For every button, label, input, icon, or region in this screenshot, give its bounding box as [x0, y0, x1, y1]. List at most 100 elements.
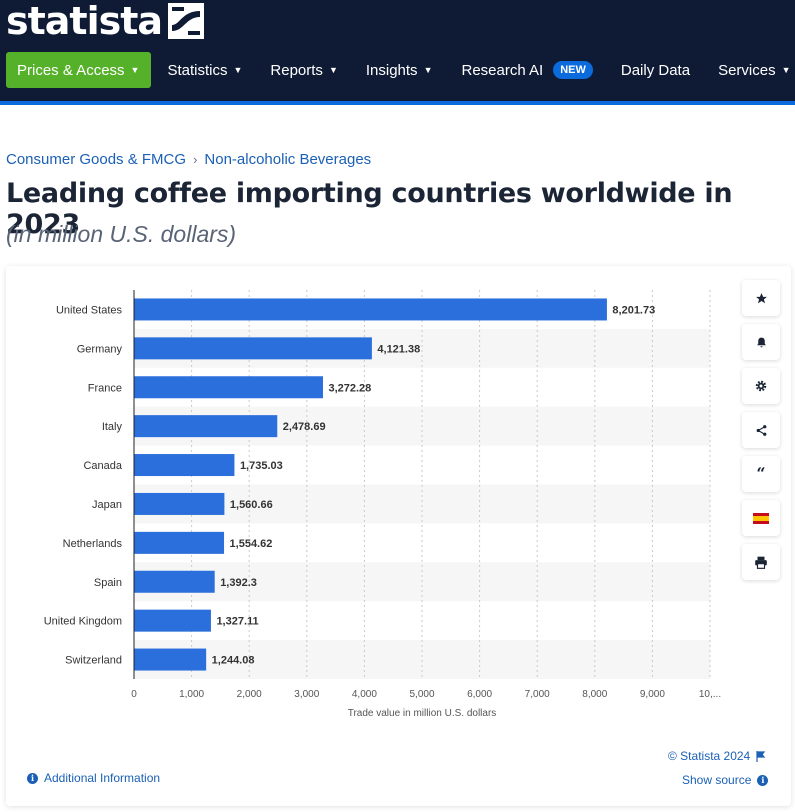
category-label: Italy [102, 421, 123, 433]
x-tick-label: 5,000 [409, 689, 434, 700]
share-icon [756, 424, 766, 436]
breadcrumb-link-non-alcoholic[interactable]: Non-alcoholic Beverages [204, 151, 372, 168]
data-label: 1,735.03 [240, 460, 283, 472]
star-icon [755, 292, 767, 303]
nav-item-research-ai[interactable]: Research AI NEW [461, 52, 593, 88]
data-label: 4,121.38 [377, 343, 420, 355]
nav-item-statistics[interactable]: Statistics ▼ [167, 52, 242, 88]
print-icon [755, 556, 767, 569]
category-label: Japan [92, 499, 122, 511]
info-icon: i [27, 772, 38, 784]
top-navigation-bar: statista Prices & Access ▼ Statistics ▼ … [0, 0, 795, 105]
bar [134, 609, 211, 632]
bar [134, 337, 372, 360]
chevron-down-icon: ▼ [423, 65, 433, 75]
nav-item-label: Statistics [167, 61, 228, 79]
logo-wordmark: statista [6, 0, 163, 43]
nav-item-label: Daily Data [620, 61, 691, 79]
bar-chart: United States 8,201.73 Germany 4,121.38 Fran… [44, 290, 721, 719]
x-tick-label: 2,000 [237, 689, 262, 700]
notification-button[interactable] [742, 324, 780, 360]
main-nav: Prices & Access ▼ Statistics ▼ Reports ▼… [6, 52, 791, 88]
category-label: Germany [77, 343, 123, 355]
data-label: 3,272.28 [328, 382, 371, 394]
nav-item-label: Insights [365, 61, 418, 79]
chart-card: United States 8,201.73 Germany 4,121.38 Fran… [6, 266, 791, 806]
x-axis-title: Trade value in million U.S. dollars [348, 708, 497, 719]
bar [134, 492, 225, 515]
x-tick-label: 3,000 [294, 689, 319, 700]
data-label: 2,478.69 [283, 421, 326, 433]
bar [134, 454, 235, 477]
statista-logo[interactable]: statista [6, 0, 205, 43]
data-label: 1,244.08 [212, 655, 255, 667]
breadcrumb-separator-icon: › [193, 152, 198, 167]
cite-button[interactable]: “ [742, 456, 780, 492]
chart-toolbar: “ [742, 280, 780, 582]
category-label: Switzerland [65, 655, 122, 667]
prices-access-label: Prices & Access [17, 61, 125, 79]
x-tick-label: 8,000 [582, 689, 607, 700]
favorite-button[interactable] [742, 280, 780, 316]
x-tick-label: 4,000 [352, 689, 377, 700]
bar [134, 376, 323, 399]
category-label: United Kingdom [44, 616, 122, 628]
chevron-down-icon: ▼ [781, 65, 791, 75]
bar [134, 570, 215, 593]
nav-item-daily-data[interactable]: Daily Data [621, 52, 690, 88]
additional-information-text: Additional Information [44, 771, 161, 785]
bar [134, 298, 607, 321]
flag-icon [756, 750, 766, 762]
category-label: Canada [83, 460, 122, 472]
nav-item-label: Research AI [461, 61, 544, 79]
chevron-down-icon: ▼ [233, 65, 243, 75]
quote-icon: “ [756, 464, 766, 483]
x-tick-label: 0 [131, 689, 137, 700]
share-button[interactable] [742, 412, 780, 448]
data-label: 8,201.73 [612, 304, 655, 316]
category-label: Netherlands [63, 538, 123, 550]
breadcrumb-link-consumer-goods[interactable]: Consumer Goods & FMCG [6, 151, 187, 168]
category-label: United States [56, 304, 123, 316]
nav-item-services[interactable]: Services ▼ [718, 52, 790, 88]
page-subtitle: (in million U.S. dollars) [6, 221, 237, 247]
settings-button[interactable] [742, 368, 780, 404]
data-label: 1,327.11 [216, 616, 258, 628]
info-icon: i [757, 774, 769, 786]
header-accent-line [0, 101, 795, 105]
chevron-down-icon: ▼ [130, 65, 140, 75]
category-label: Spain [94, 577, 122, 589]
nav-item-insights[interactable]: Insights ▼ [366, 52, 433, 88]
breadcrumb: Consumer Goods & FMCG › Non-alcoholic Be… [6, 151, 371, 168]
bar [134, 415, 278, 438]
data-label: 1,554.62 [230, 538, 273, 550]
x-tick-label: 10,... [699, 689, 721, 700]
page-title: Leading coffee importing countries world… [6, 178, 733, 240]
logo-mark-icon [168, 3, 205, 39]
x-tick-label: 1,000 [179, 689, 204, 700]
bar [134, 531, 225, 554]
chevron-down-icon: ▼ [328, 65, 338, 75]
x-tick-label: 9,000 [640, 689, 665, 700]
nav-item-label: Reports [270, 61, 323, 79]
bar [134, 648, 207, 671]
bell-icon [756, 337, 766, 347]
new-badge: NEW [553, 61, 593, 79]
x-tick-label: 7,000 [525, 689, 550, 700]
nav-item-label: Services [718, 61, 776, 79]
show-source-text: Show source [682, 773, 752, 787]
data-label: 1,392.3 [220, 577, 257, 589]
x-tick-label: 6,000 [467, 689, 492, 700]
nav-item-reports[interactable]: Reports ▼ [270, 52, 337, 88]
copyright-text: © Statista 2024 [668, 749, 751, 763]
copyright-link[interactable]: © Statista 2024 [668, 749, 766, 763]
print-button[interactable] [742, 544, 780, 580]
data-label: 1,560.66 [230, 499, 273, 511]
language-button[interactable] [742, 500, 780, 536]
spain-flag-icon [753, 512, 769, 524]
additional-information-link[interactable]: i Additional Information [27, 771, 160, 785]
show-source-link[interactable]: Show source i [682, 773, 769, 787]
prices-access-button[interactable]: Prices & Access ▼ [6, 52, 152, 88]
category-label: France [88, 382, 122, 394]
gear-icon [755, 380, 767, 392]
